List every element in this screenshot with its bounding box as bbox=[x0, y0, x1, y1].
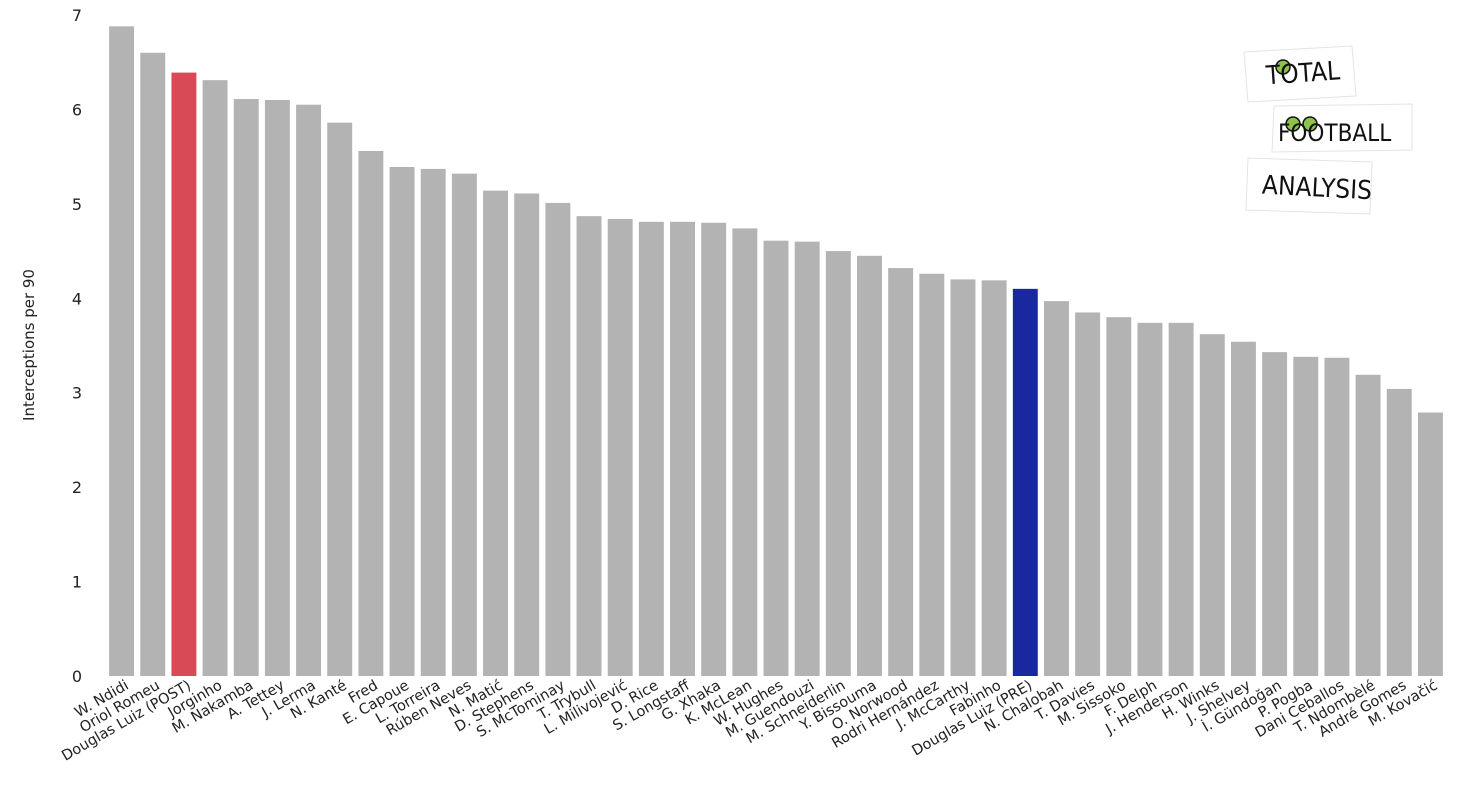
bar bbox=[264, 99, 290, 676]
bar bbox=[794, 241, 820, 676]
ball-icon bbox=[1285, 116, 1301, 132]
bar bbox=[451, 173, 477, 676]
y-tick-label: 5 bbox=[72, 195, 82, 214]
bar bbox=[1012, 288, 1038, 676]
y-tick-label: 4 bbox=[72, 289, 82, 308]
y-axis-label: Interceptions per 90 bbox=[20, 269, 38, 421]
bar bbox=[483, 190, 508, 676]
bar bbox=[1293, 356, 1319, 676]
bars bbox=[109, 26, 1443, 677]
bar bbox=[670, 221, 695, 676]
bar bbox=[420, 168, 446, 676]
bar bbox=[919, 273, 945, 676]
bar bbox=[514, 193, 540, 676]
bar bbox=[888, 268, 914, 676]
bar bbox=[950, 279, 976, 676]
bar bbox=[296, 104, 322, 676]
y-axis-ticks: 0 1 2 3 4 5 6 7 bbox=[72, 6, 82, 686]
bar bbox=[1168, 322, 1194, 676]
bar bbox=[1417, 412, 1443, 676]
bar bbox=[202, 80, 228, 677]
bar bbox=[109, 26, 135, 677]
logo-graphic: TOTAL FOOTBALL ANALYSIS bbox=[1243, 45, 1413, 215]
bar bbox=[1324, 357, 1350, 676]
ball-icon bbox=[1302, 116, 1318, 132]
bar bbox=[233, 99, 259, 676]
y-tick-label: 7 bbox=[72, 6, 82, 25]
bar bbox=[1106, 317, 1132, 676]
bar bbox=[171, 72, 197, 676]
bar bbox=[701, 222, 727, 676]
logo-line-3: ANALYSIS bbox=[1261, 171, 1372, 207]
bar bbox=[1262, 352, 1288, 676]
bar bbox=[327, 122, 353, 677]
bar bbox=[732, 228, 758, 676]
bar bbox=[825, 251, 851, 677]
logo-line-2: FOOTBALL bbox=[1278, 119, 1391, 147]
bar bbox=[358, 150, 384, 676]
bar bbox=[857, 255, 882, 677]
bar bbox=[140, 52, 166, 677]
bar bbox=[1355, 374, 1381, 676]
bar bbox=[389, 167, 415, 676]
bar bbox=[1230, 341, 1256, 676]
bar bbox=[1044, 301, 1069, 676]
bar bbox=[1386, 388, 1412, 676]
bar bbox=[607, 218, 633, 677]
y-tick-label: 1 bbox=[72, 573, 82, 592]
bar bbox=[576, 216, 602, 676]
y-tick-label: 6 bbox=[72, 100, 82, 119]
y-tick-label: 0 bbox=[72, 667, 82, 686]
bar bbox=[981, 280, 1007, 676]
bar bbox=[1075, 312, 1101, 676]
total-football-analysis-logo: TOTAL FOOTBALL ANALYSIS bbox=[1240, 38, 1420, 218]
bar bbox=[1137, 322, 1163, 676]
bar bbox=[638, 221, 664, 676]
y-tick-label: 3 bbox=[72, 384, 82, 403]
bar bbox=[763, 240, 789, 677]
bar bbox=[1199, 334, 1225, 676]
y-tick-label: 2 bbox=[72, 478, 82, 497]
logo-line-1: TOTAL bbox=[1264, 56, 1341, 91]
bar bbox=[545, 202, 571, 677]
ball-icon bbox=[1275, 59, 1291, 75]
